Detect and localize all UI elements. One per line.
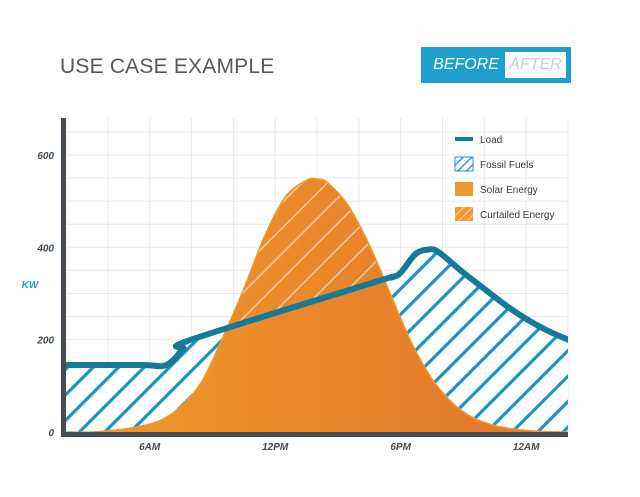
load-line — [66, 246, 568, 370]
axes — [61, 118, 568, 437]
legend-swatch-solar — [455, 182, 473, 196]
legend-label-load: Load — [480, 135, 502, 146]
after-toggle-option[interactable]: AFTER — [505, 52, 566, 78]
page-title: USE CASE EXAMPLE — [60, 55, 275, 78]
tick-labels: 0 200 400 600 6AM 12PM 6PM 12AM — [36, 151, 540, 453]
solar-energy-area — [66, 178, 568, 432]
legend-label-fossil: Fossil Fuels — [480, 160, 533, 171]
y-tick-label: 600 — [37, 151, 54, 162]
legend-swatch-fossil — [454, 156, 474, 172]
y-tick-label: 400 — [36, 243, 54, 254]
y-axis-label: KW — [22, 280, 40, 291]
x-axis-line — [61, 432, 568, 437]
y-tick-label: 200 — [36, 336, 54, 347]
legend-label-curtailed: Curtailed Energy — [480, 210, 554, 221]
x-tick-label: 12AM — [513, 442, 540, 453]
legend-swatch-curtailed — [455, 207, 473, 221]
legend-label-solar: Solar Energy — [480, 185, 538, 196]
legend: Load Fossil Fuels Solar Energy Curtailed En… — [454, 135, 554, 221]
x-tick-label: 6PM — [390, 442, 411, 453]
before-after-toggle[interactable]: BEFORE AFTER — [421, 47, 571, 83]
x-tick-label: 6AM — [139, 442, 161, 453]
y-axis-line — [61, 118, 66, 437]
x-tick-label: 12PM — [262, 442, 289, 453]
solar-energy-edge — [66, 177, 568, 432]
y-tick-label: 0 — [48, 428, 54, 439]
legend-swatch-load — [455, 137, 473, 141]
before-toggle-option[interactable]: BEFORE — [433, 56, 499, 73]
